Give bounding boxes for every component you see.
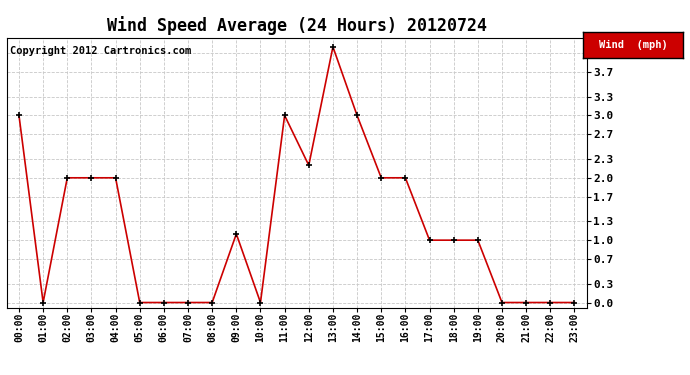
Text: Wind  (mph): Wind (mph) xyxy=(599,40,667,50)
Title: Wind Speed Average (24 Hours) 20120724: Wind Speed Average (24 Hours) 20120724 xyxy=(107,16,486,34)
Text: Copyright 2012 Cartronics.com: Copyright 2012 Cartronics.com xyxy=(10,46,191,56)
